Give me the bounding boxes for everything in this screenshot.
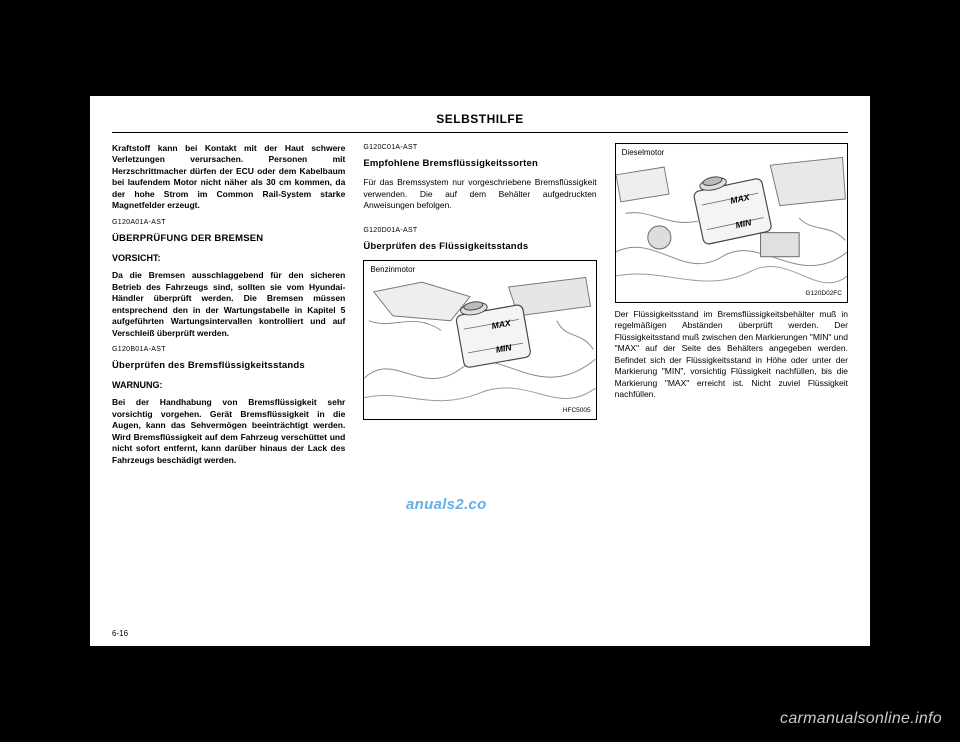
text-c: Für das Bremssystem nur vorgeschriebene …	[363, 177, 596, 211]
column-2: G120C01A-AST Empfohlene Bremsflüssigkeit…	[363, 143, 596, 472]
section-code-a: G120A01A-AST	[112, 218, 345, 227]
section-title-b: Überprüfen des Bremsflüssigkeits­stands	[112, 360, 345, 373]
manual-page: SELBSTHILFE Kraftstoff kann bei Kontakt …	[90, 96, 870, 646]
vorsicht-text: Da die Bremsen ausschlaggebend für den s…	[112, 270, 345, 339]
fuel-warning-text: Kraftstoff kann bei Kontakt mit der Haut…	[112, 143, 345, 212]
section-title-c: Empfohlene Bremsflüssigkeitssorten	[363, 158, 596, 171]
figure-code-benzin: HFC5005	[563, 407, 591, 416]
warnung-text: Bei der Handhabung von Bremsflüssigkeit …	[112, 397, 345, 466]
engine-illustration-diesel: MAX MIN	[616, 144, 847, 302]
section-code-c: G120C01A-AST	[363, 143, 596, 152]
figure-benzinmotor: Benzinmotor	[363, 260, 596, 420]
page-number: 6-16	[112, 629, 128, 638]
site-footer: carmanualsonline.info	[780, 710, 942, 728]
fluid-level-text: Der Flüssigkeitsstand im Bremsflüssig­ke…	[615, 309, 848, 401]
warnung-label: WARNUNG:	[112, 379, 345, 391]
figure-label-diesel: Dieselmotor	[622, 148, 665, 159]
vorsicht-label: VORSICHT:	[112, 252, 345, 264]
section-title-d: Überprüfen des Flüssigkeitsstands	[363, 241, 596, 254]
figure-label-benzin: Benzinmotor	[370, 265, 415, 276]
column-3: Dieselmotor	[615, 143, 848, 472]
engine-illustration-benzin: MAX MIN	[364, 261, 595, 419]
column-1: Kraftstoff kann bei Kontakt mit der Haut…	[112, 143, 345, 472]
section-code-b: G120B01A-AST	[112, 345, 345, 354]
figure-dieselmotor: Dieselmotor	[615, 143, 848, 303]
watermark-text: anuals2.co	[406, 496, 487, 513]
page-header: SELBSTHILFE	[112, 112, 848, 126]
columns: Kraftstoff kann bei Kontakt mit der Haut…	[112, 143, 848, 472]
header-rule	[112, 132, 848, 133]
figure-code-diesel: G120D02FC	[805, 290, 842, 299]
section-title-a: ÜBERPRÜFUNG DER BREMSEN	[112, 233, 345, 246]
section-code-d: G120D01A-AST	[363, 226, 596, 235]
